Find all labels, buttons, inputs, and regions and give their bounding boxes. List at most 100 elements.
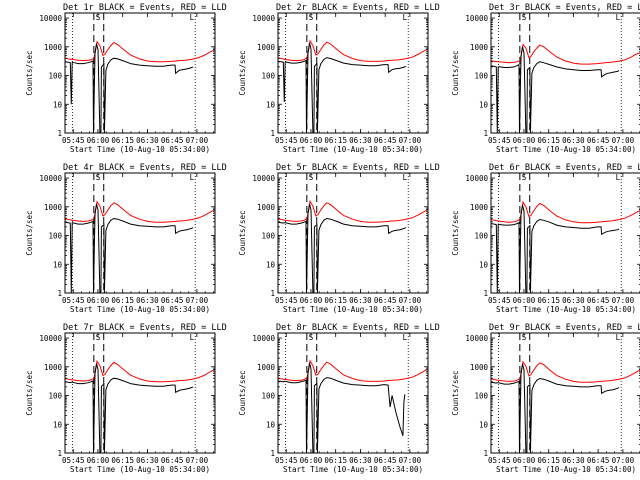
x-tick-label: 06:45	[587, 296, 610, 305]
marker-s: S	[96, 13, 101, 22]
x-axis-label: Start Time (10-Aug-10 05:34:00)	[283, 145, 423, 154]
y-axis-label: Counts/sec	[451, 50, 460, 95]
series-line-events	[490, 204, 620, 294]
x-tick-label: 07:00	[399, 296, 422, 305]
x-tick-label: 06:45	[161, 296, 184, 305]
y-tick-label: 100	[48, 232, 62, 241]
y-axis-label: Counts/sec	[451, 210, 460, 255]
x-tick-label: 06:15	[111, 456, 134, 465]
y-tick-label: 10	[479, 420, 489, 429]
y-tick-label: 1000	[257, 43, 276, 52]
plot-frame	[277, 172, 429, 294]
x-tick-label: 05:45	[62, 136, 85, 145]
y-tick-label: 10000	[252, 334, 275, 343]
y-tick-label: 10000	[39, 14, 62, 23]
series-line-lld	[64, 40, 214, 63]
x-tick-label: 07:00	[186, 136, 209, 145]
y-axis-label: Counts/sec	[238, 50, 247, 95]
x-tick-label: 05:45	[488, 136, 511, 145]
series-line-lld	[490, 360, 640, 383]
plot-frame	[490, 172, 640, 294]
y-tick-label: 1000	[257, 363, 276, 372]
y-tick-label: 1000	[470, 363, 489, 372]
x-tick-label: 06:15	[111, 136, 134, 145]
x-tick-label: 06:30	[136, 296, 159, 305]
y-tick-label: 1	[483, 129, 488, 138]
y-tick-label: 1000	[257, 203, 276, 212]
y-tick-label: 10000	[465, 334, 488, 343]
x-tick-label: 06:30	[562, 296, 585, 305]
x-tick-label: 06:15	[537, 136, 560, 145]
marker-s: S	[309, 173, 314, 182]
y-tick-label: 10	[479, 100, 489, 109]
x-axis-label: Start Time (10-Aug-10 05:34:00)	[70, 305, 210, 314]
x-tick-label: 07:00	[399, 136, 422, 145]
x-tick-label: 06:00	[87, 456, 110, 465]
plot-frame	[64, 172, 216, 294]
y-tick-label: 1000	[44, 203, 63, 212]
x-tick-label: 06:00	[300, 136, 323, 145]
x-tick-label: 06:00	[300, 456, 323, 465]
series-line-lld	[277, 39, 427, 62]
marker-l: L	[190, 173, 195, 182]
x-axis-label: Start Time (10-Aug-10 05:34:00)	[496, 145, 636, 154]
series-line-events	[64, 43, 194, 134]
x-tick-label: 06:15	[111, 296, 134, 305]
x-tick-label: 06:15	[537, 296, 560, 305]
marker-l: L	[616, 333, 621, 342]
panel-title: Det 6r BLACK = Events, RED = LLD	[489, 163, 640, 173]
series-line-lld	[277, 359, 427, 382]
y-tick-label: 1	[57, 129, 62, 138]
x-tick-label: 06:00	[87, 296, 110, 305]
x-tick-label: 06:30	[136, 136, 159, 145]
y-tick-label: 1	[270, 449, 275, 458]
x-tick-label: 06:00	[513, 296, 536, 305]
series-line-lld	[490, 43, 640, 65]
series-line-lld	[277, 199, 427, 223]
marker-s: S	[522, 173, 527, 182]
x-axis-label: Start Time (10-Aug-10 05:34:00)	[70, 465, 210, 474]
x-tick-label: 06:00	[513, 456, 536, 465]
y-tick-label: 10	[266, 260, 276, 269]
x-tick-label: 06:30	[136, 456, 159, 465]
plot-frame	[490, 12, 640, 134]
series-line-events	[490, 46, 620, 134]
series-line-events	[490, 363, 620, 454]
x-tick-label: 06:45	[374, 136, 397, 145]
y-tick-label: 100	[474, 392, 488, 401]
y-tick-label: 100	[261, 232, 275, 241]
marker-l: L	[616, 173, 621, 182]
x-tick-label: 06:45	[374, 456, 397, 465]
panel-title: Det 2r BLACK = Events, RED = LLD	[276, 3, 440, 13]
x-tick-label: 06:45	[161, 136, 184, 145]
y-tick-label: 1	[57, 449, 62, 458]
y-tick-label: 1	[483, 289, 488, 298]
y-tick-label: 1000	[470, 43, 489, 52]
y-tick-label: 1	[57, 289, 62, 298]
series-line-lld	[64, 200, 214, 223]
panel-title: Det 4r BLACK = Events, RED = LLD	[63, 163, 227, 173]
panel-title: Det 1r BLACK = Events, RED = LLD	[63, 3, 227, 13]
marker-s: S	[522, 333, 527, 342]
marker-l: L	[190, 13, 195, 22]
series-line-lld	[490, 200, 640, 224]
series-line-events	[64, 203, 194, 294]
x-tick-label: 06:30	[562, 456, 585, 465]
y-tick-label: 1000	[44, 43, 63, 52]
y-axis-label: Counts/sec	[238, 370, 247, 415]
x-axis-label: Start Time (10-Aug-10 05:34:00)	[70, 145, 210, 154]
x-tick-label: 07:00	[612, 136, 635, 145]
x-tick-label: 06:30	[349, 136, 372, 145]
y-tick-label: 100	[261, 72, 275, 81]
plot-frame	[277, 332, 429, 454]
y-tick-label: 1000	[44, 363, 63, 372]
x-tick-label: 05:45	[275, 456, 298, 465]
y-axis-label: Counts/sec	[25, 50, 34, 95]
x-tick-label: 06:15	[537, 456, 560, 465]
x-tick-label: 06:30	[349, 456, 372, 465]
x-tick-label: 06:45	[374, 296, 397, 305]
panel-title: Det 7r BLACK = Events, RED = LLD	[63, 323, 227, 333]
